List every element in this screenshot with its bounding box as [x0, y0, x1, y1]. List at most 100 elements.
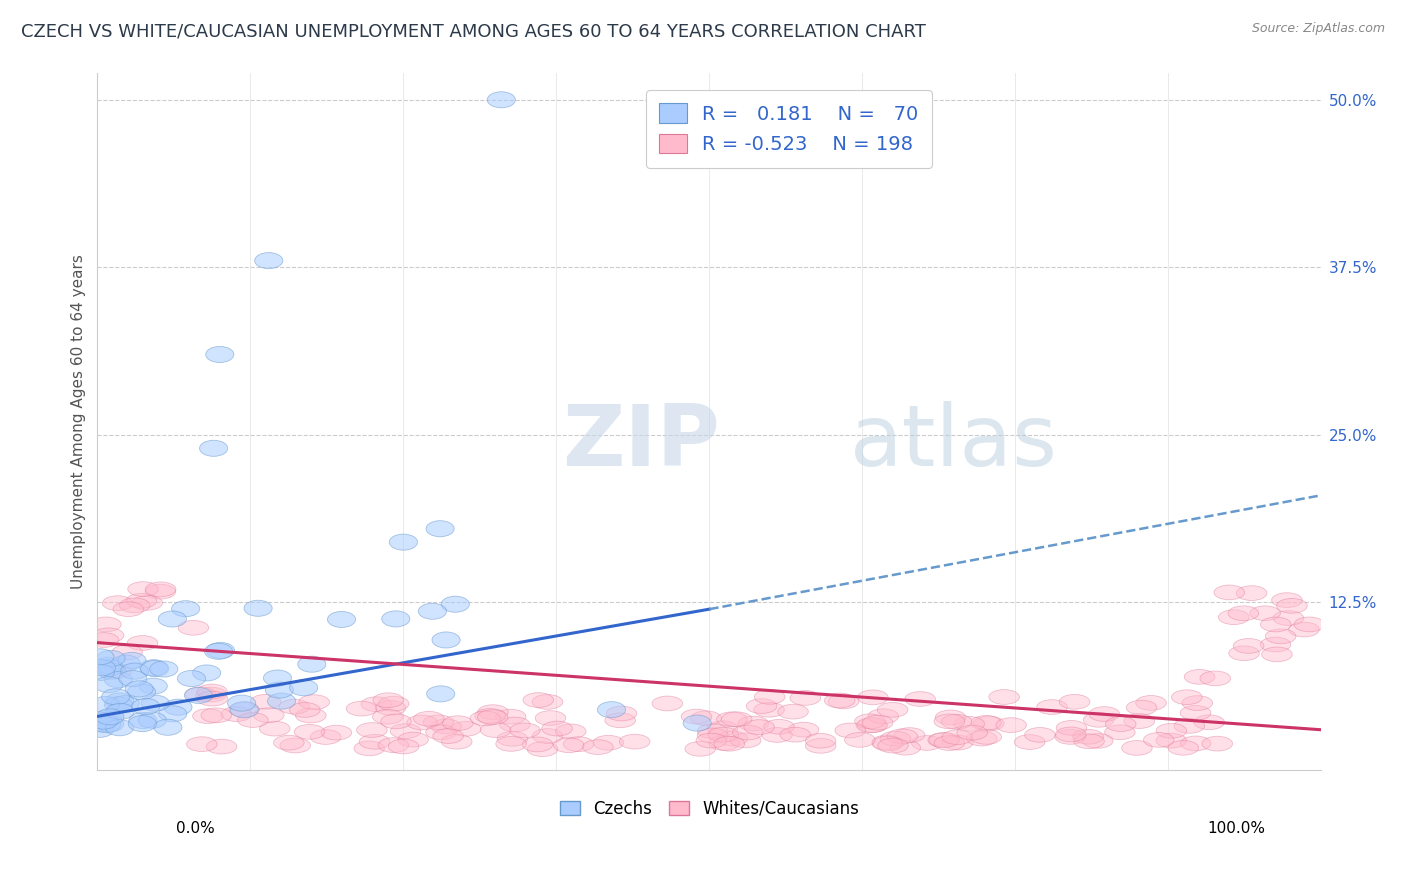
Ellipse shape [1199, 671, 1230, 686]
Ellipse shape [942, 730, 973, 745]
Ellipse shape [105, 720, 134, 736]
Ellipse shape [858, 690, 889, 705]
Ellipse shape [389, 534, 418, 550]
Ellipse shape [1168, 740, 1198, 756]
Ellipse shape [555, 724, 586, 739]
Ellipse shape [721, 712, 752, 727]
Ellipse shape [598, 702, 626, 718]
Ellipse shape [709, 736, 740, 750]
Ellipse shape [970, 715, 1001, 731]
Ellipse shape [682, 709, 711, 724]
Ellipse shape [112, 655, 141, 671]
Ellipse shape [496, 737, 526, 751]
Ellipse shape [697, 723, 728, 739]
Ellipse shape [201, 708, 232, 723]
Ellipse shape [197, 684, 228, 699]
Ellipse shape [522, 737, 553, 752]
Ellipse shape [855, 714, 886, 729]
Ellipse shape [966, 731, 997, 746]
Ellipse shape [159, 706, 187, 722]
Ellipse shape [111, 696, 139, 712]
Ellipse shape [280, 739, 311, 753]
Ellipse shape [195, 687, 226, 702]
Ellipse shape [378, 697, 409, 711]
Ellipse shape [153, 719, 181, 735]
Ellipse shape [1194, 714, 1225, 730]
Ellipse shape [835, 723, 866, 738]
Ellipse shape [942, 735, 973, 750]
Ellipse shape [90, 617, 121, 632]
Ellipse shape [747, 698, 778, 714]
Ellipse shape [129, 713, 157, 729]
Ellipse shape [877, 702, 908, 717]
Ellipse shape [193, 709, 224, 723]
Ellipse shape [381, 714, 412, 729]
Ellipse shape [934, 736, 965, 750]
Legend: Czechs, Whites/Caucasians: Czechs, Whites/Caucasians [553, 793, 866, 824]
Ellipse shape [533, 729, 562, 743]
Ellipse shape [138, 712, 166, 728]
Ellipse shape [620, 734, 650, 749]
Ellipse shape [103, 596, 134, 610]
Ellipse shape [267, 693, 295, 709]
Ellipse shape [778, 705, 808, 719]
Ellipse shape [1250, 606, 1281, 621]
Ellipse shape [789, 723, 818, 737]
Ellipse shape [413, 711, 444, 726]
Ellipse shape [128, 582, 159, 597]
Ellipse shape [426, 521, 454, 537]
Ellipse shape [433, 729, 464, 743]
Ellipse shape [593, 735, 624, 750]
Ellipse shape [354, 741, 385, 756]
Ellipse shape [94, 677, 122, 693]
Ellipse shape [1174, 719, 1205, 733]
Ellipse shape [533, 695, 562, 709]
Ellipse shape [184, 688, 212, 704]
Ellipse shape [193, 665, 221, 681]
Ellipse shape [541, 722, 572, 736]
Ellipse shape [605, 713, 636, 728]
Ellipse shape [697, 728, 728, 743]
Ellipse shape [1171, 690, 1202, 705]
Ellipse shape [536, 711, 565, 725]
Ellipse shape [398, 732, 429, 747]
Ellipse shape [93, 628, 124, 643]
Ellipse shape [1260, 617, 1291, 632]
Ellipse shape [1202, 736, 1233, 751]
Ellipse shape [200, 441, 228, 457]
Ellipse shape [96, 660, 124, 676]
Ellipse shape [973, 716, 1004, 731]
Ellipse shape [1059, 695, 1090, 709]
Ellipse shape [96, 715, 124, 731]
Ellipse shape [1181, 736, 1211, 751]
Ellipse shape [934, 714, 965, 729]
Ellipse shape [172, 600, 200, 616]
Ellipse shape [450, 722, 481, 736]
Ellipse shape [894, 728, 925, 742]
Ellipse shape [1261, 647, 1292, 662]
Ellipse shape [717, 712, 747, 727]
Ellipse shape [683, 715, 711, 731]
Ellipse shape [253, 708, 284, 723]
Ellipse shape [828, 694, 859, 709]
Ellipse shape [652, 696, 682, 711]
Ellipse shape [1084, 713, 1114, 727]
Text: CZECH VS WHITE/CAUCASIAN UNEMPLOYMENT AMONG AGES 60 TO 64 YEARS CORRELATION CHAR: CZECH VS WHITE/CAUCASIAN UNEMPLOYMENT AM… [21, 22, 927, 40]
Ellipse shape [755, 690, 785, 704]
Ellipse shape [127, 636, 157, 650]
Ellipse shape [1219, 610, 1249, 624]
Ellipse shape [872, 736, 903, 751]
Ellipse shape [290, 680, 318, 696]
Ellipse shape [1143, 732, 1174, 747]
Text: 0.0%: 0.0% [176, 821, 215, 836]
Ellipse shape [125, 681, 153, 697]
Ellipse shape [1126, 700, 1157, 715]
Ellipse shape [953, 716, 984, 731]
Ellipse shape [274, 735, 304, 750]
Ellipse shape [361, 697, 392, 712]
Ellipse shape [707, 721, 738, 736]
Ellipse shape [1236, 586, 1267, 600]
Ellipse shape [141, 661, 169, 677]
Ellipse shape [430, 719, 461, 734]
Ellipse shape [868, 709, 898, 723]
